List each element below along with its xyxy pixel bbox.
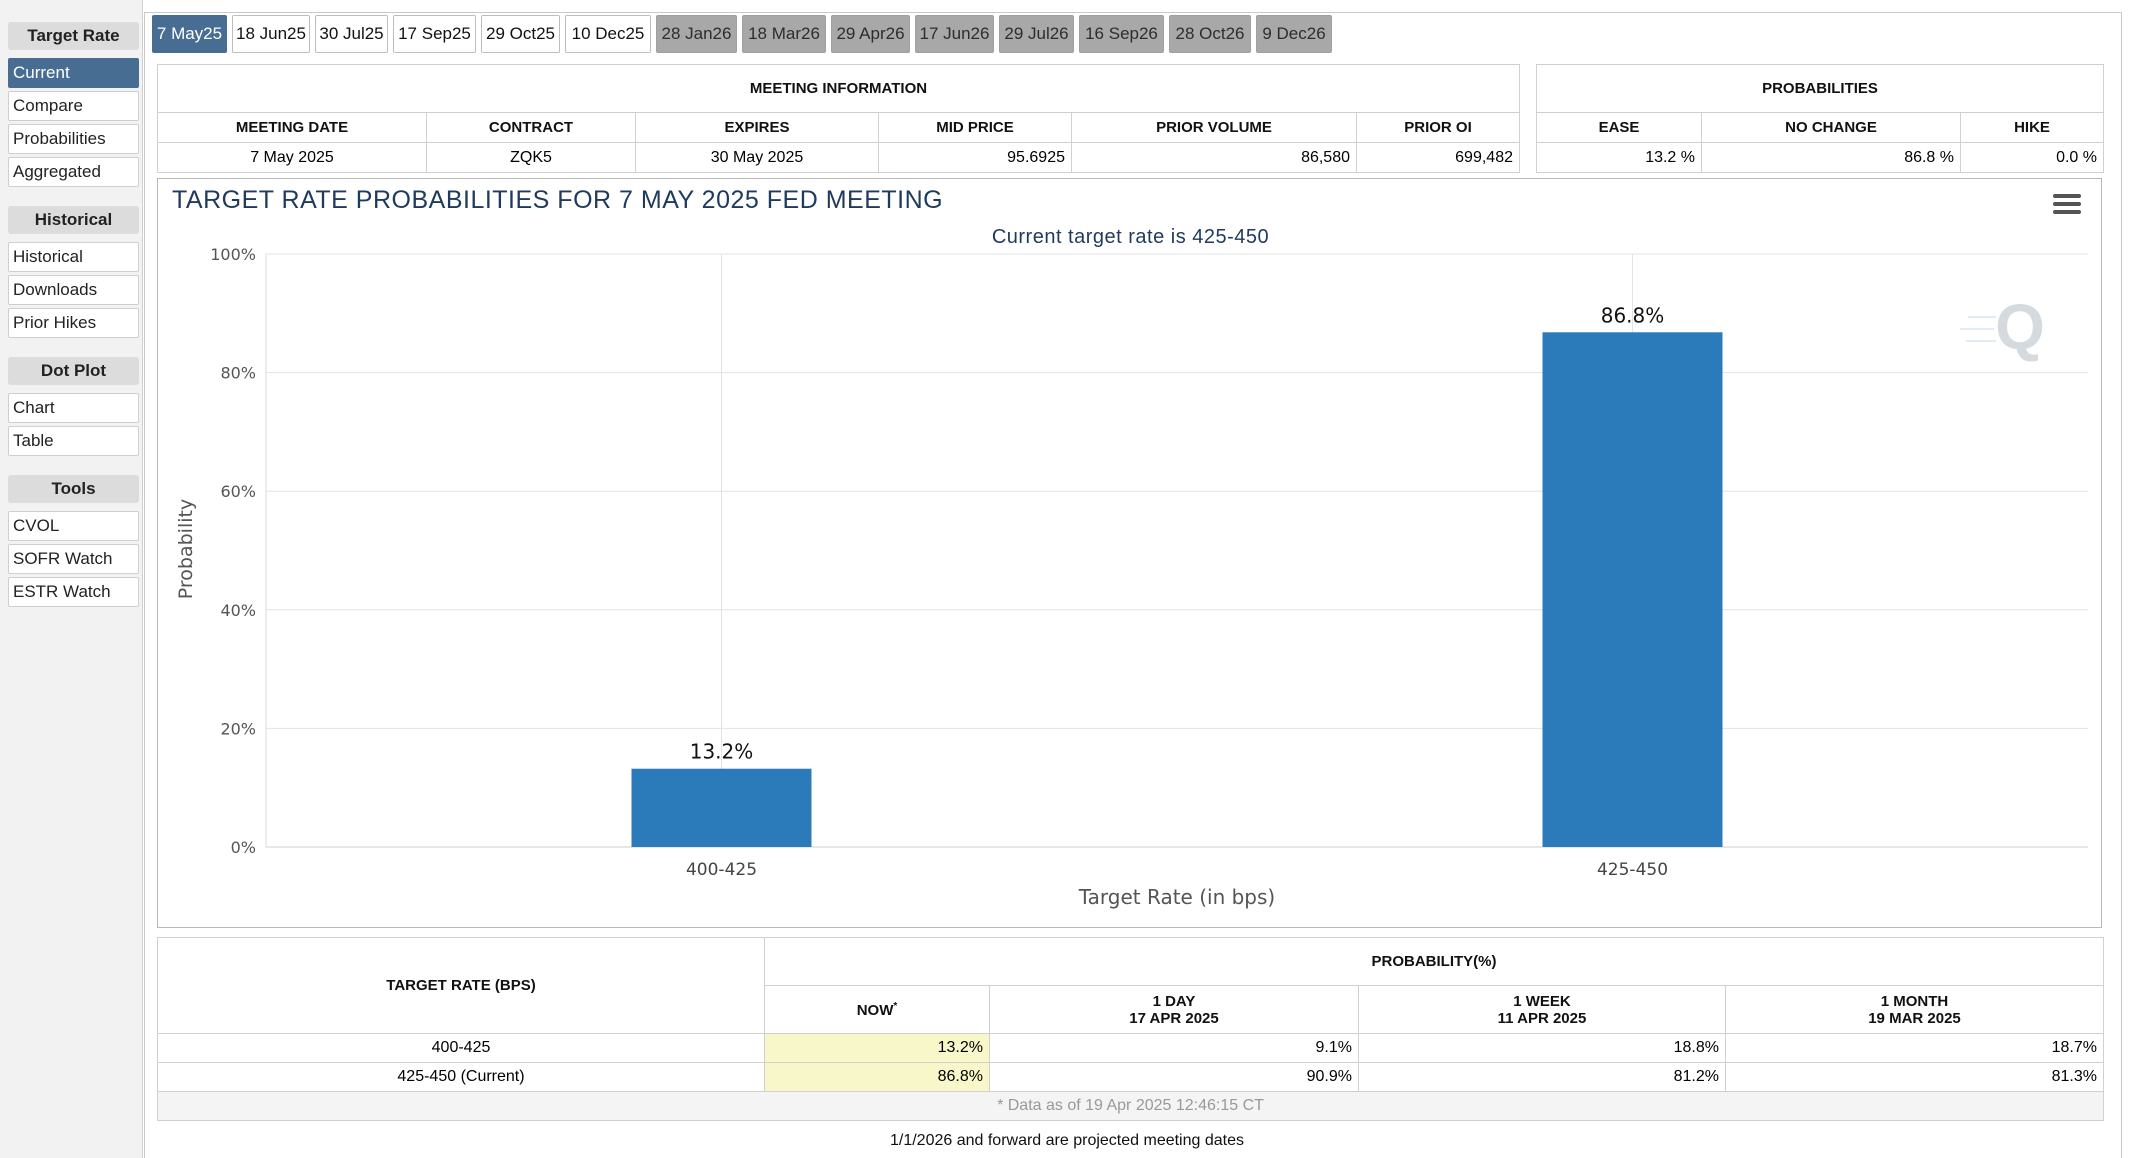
tab-meeting-4[interactable]: 17 Sep25 <box>393 15 476 53</box>
col-header-1-week: 1 WEEK 11 APR 2025 <box>1358 985 1726 1034</box>
sidebar-item-cvol[interactable]: CVOL <box>8 511 139 541</box>
bar-400-425[interactable] <box>631 768 812 847</box>
meeting-date-value: 7 May 2025 <box>157 142 427 173</box>
tab-meeting-7[interactable]: 28 Jan26 <box>656 15 737 53</box>
tab-meeting-14[interactable]: 9 Dec26 <box>1256 15 1332 53</box>
sidebar-header-dot-plot: Dot Plot <box>8 357 139 385</box>
col-header-1-day: 1 DAY 17 APR 2025 <box>989 985 1359 1034</box>
col-header-ease: EASE <box>1536 112 1702 143</box>
sidebar-header-target-rate: Target Rate <box>8 22 139 50</box>
probabilities-table: PROBABILITIES EASE NO CHANGE HIKE 13.2 %… <box>1536 64 2104 173</box>
y-tick-label: 0% <box>231 838 256 857</box>
ease-value: 13.2 % <box>1536 142 1702 173</box>
col-header-now: NOW* <box>764 985 990 1034</box>
sidebar-item-chart[interactable]: Chart <box>8 393 139 423</box>
tab-meeting-11[interactable]: 29 Jul26 <box>999 15 1074 53</box>
tab-meeting-8[interactable]: 18 Mar26 <box>742 15 826 53</box>
table-row: 400-425 13.2% 9.1% 18.8% 18.7% <box>157 1033 2104 1063</box>
tab-meeting-13[interactable]: 28 Oct26 <box>1169 15 1251 53</box>
tab-meeting-6[interactable]: 10 Dec25 <box>565 15 651 53</box>
meeting-info-table: MEETING INFORMATION MEETING DATE CONTRAC… <box>157 64 1520 173</box>
y-tick-label: 100% <box>210 245 256 264</box>
expires-value: 30 May 2025 <box>635 142 879 173</box>
tab-meeting-10[interactable]: 17 Jun26 <box>915 15 994 53</box>
col-header-target-rate: TARGET RATE (BPS) <box>157 937 765 1034</box>
col-header-meeting-date: MEETING DATE <box>157 112 427 143</box>
tab-meeting-2[interactable]: 18 Jun25 <box>232 15 310 53</box>
sidebar-item-aggregated[interactable]: Aggregated <box>8 157 139 187</box>
y-axis-title: Probability <box>175 499 197 599</box>
y-tick-label: 20% <box>220 719 256 738</box>
sidebar-item-compare[interactable]: Compare <box>8 91 139 121</box>
no-change-value: 86.8 % <box>1701 142 1961 173</box>
table-row: 425-450 (Current) 86.8% 90.9% 81.2% 81.3… <box>157 1062 2104 1092</box>
one-day-value-cell: 9.1% <box>989 1033 1359 1063</box>
tab-meeting-1[interactable]: 7 May25 <box>152 15 227 53</box>
sidebar-item-table[interactable]: Table <box>8 426 139 456</box>
col-header-prior-oi: PRIOR OI <box>1356 112 1520 143</box>
sidebar-item-current[interactable]: Current <box>8 58 139 88</box>
rate-cell: 400-425 <box>157 1033 765 1063</box>
meeting-info-title: MEETING INFORMATION <box>157 64 1520 113</box>
one-month-value-cell: 81.3% <box>1725 1062 2104 1092</box>
chart-container: TARGET RATE PROBABILITIES FOR 7 MAY 2025… <box>157 178 2102 928</box>
sidebar-item-probabilities[interactable]: Probabilities <box>8 124 139 154</box>
sidebar-header-historical: Historical <box>8 206 139 234</box>
one-week-value-cell: 18.8% <box>1358 1033 1726 1063</box>
sidebar-item-estr-watch[interactable]: ESTR Watch <box>8 577 139 607</box>
chart-subtitle: Current target rate is 425-450 <box>991 226 1270 248</box>
probability-history-table: TARGET RATE (BPS) PROBABILITY(%) NOW* 1 … <box>157 937 2104 1121</box>
sidebar-item-prior-hikes[interactable]: Prior Hikes <box>8 308 139 338</box>
hike-value: 0.0 % <box>1960 142 2104 173</box>
sidebar-item-historical[interactable]: Historical <box>8 242 139 272</box>
sidebar-item-downloads[interactable]: Downloads <box>8 275 139 305</box>
col-header-no-change: NO CHANGE <box>1701 112 1961 143</box>
sidebar-item-sofr-watch[interactable]: SOFR Watch <box>8 544 139 574</box>
tab-meeting-9[interactable]: 29 Apr26 <box>831 15 910 53</box>
probability-header: PROBABILITY(%) <box>764 937 2104 986</box>
rate-cell: 425-450 (Current) <box>157 1062 765 1092</box>
prior-oi-value: 699,482 <box>1356 142 1520 173</box>
col-header-mid-price: MID PRICE <box>878 112 1072 143</box>
col-header-expires: EXPIRES <box>635 112 879 143</box>
y-tick-label: 60% <box>220 482 256 501</box>
probabilities-title: PROBABILITIES <box>1536 64 2104 113</box>
prior-volume-value: 86,580 <box>1071 142 1357 173</box>
x-tick-label: 425-450 <box>1597 860 1668 880</box>
x-axis-title: Target Rate (in bps) <box>1078 885 1275 909</box>
col-header-contract: CONTRACT <box>426 112 636 143</box>
bar-data-label: 86.8% <box>1601 303 1665 327</box>
y-tick-label: 80% <box>220 364 256 383</box>
tab-meeting-12[interactable]: 16 Sep26 <box>1079 15 1164 53</box>
sidebar-header-tools: Tools <box>8 475 139 503</box>
data-timestamp-footnote: * Data as of 19 Apr 2025 12:46:15 CT <box>157 1091 2104 1121</box>
watermark-logo-icon: Q <box>1960 291 2045 363</box>
projection-note: 1/1/2026 and forward are projected meeti… <box>889 1132 1244 1149</box>
contract-value: ZQK5 <box>426 142 636 173</box>
chart-title: TARGET RATE PROBABILITIES FOR 7 MAY 2025… <box>172 186 944 214</box>
y-tick-label: 40% <box>220 601 256 620</box>
chart-menu-icon[interactable] <box>2053 194 2081 218</box>
one-week-value-cell: 81.2% <box>1358 1062 1726 1092</box>
tab-meeting-3[interactable]: 30 Jul25 <box>315 15 388 53</box>
col-header-1-month: 1 MONTH 19 MAR 2025 <box>1725 985 2104 1034</box>
bar-425-450[interactable] <box>1542 332 1723 847</box>
col-header-hike: HIKE <box>1960 112 2104 143</box>
now-value-cell: 13.2% <box>764 1033 990 1063</box>
tab-meeting-5[interactable]: 29 Oct25 <box>481 15 560 53</box>
svg-text:Q: Q <box>1995 291 2045 363</box>
col-header-prior-volume: PRIOR VOLUME <box>1071 112 1357 143</box>
one-day-value-cell: 90.9% <box>989 1062 1359 1092</box>
sidebar: Target Rate Current Compare Probabilitie… <box>0 0 143 1158</box>
one-month-value-cell: 18.7% <box>1725 1033 2104 1063</box>
mid-price-value: 95.6925 <box>878 142 1072 173</box>
content-panel <box>144 12 2122 1158</box>
now-value-cell: 86.8% <box>764 1062 990 1092</box>
bar-data-label: 13.2% <box>690 740 754 764</box>
chart-plot: Q 0% 20% 40% 60% 80% 100% 13.2% 400-425 86.8% 425… <box>175 245 2088 909</box>
x-tick-label: 400-425 <box>686 860 757 880</box>
